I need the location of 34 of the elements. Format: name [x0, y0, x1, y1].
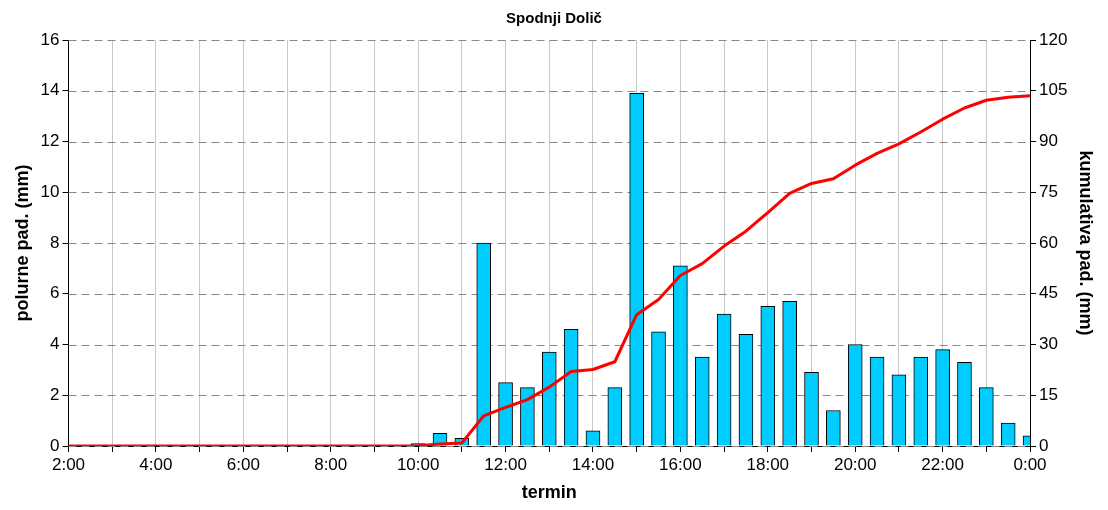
- x-tick-label: 8:00: [314, 454, 348, 474]
- y-tick-label: 10: [40, 181, 60, 201]
- x-tick-label: 2:00: [51, 454, 86, 474]
- y2-tick-label: 15: [1039, 384, 1058, 404]
- y2-tick-label: 75: [1039, 181, 1058, 201]
- y-tick-label: 4: [50, 334, 60, 354]
- y-tick-label: 6: [50, 283, 60, 303]
- x-axis-title: termin: [521, 482, 577, 503]
- chart-title: Spodnji Dolič: [506, 9, 602, 27]
- y-tick-label: 12: [40, 131, 60, 151]
- y2-tick-label: 105: [1039, 80, 1068, 100]
- y-tick-label: 0: [50, 435, 60, 455]
- x-tick-label: 0:00: [1013, 454, 1047, 474]
- y2-tick-label: 60: [1039, 232, 1058, 252]
- y2-tick-label: 0: [1039, 435, 1049, 455]
- y2-tick-label: 45: [1039, 283, 1058, 303]
- x-tick-label: 16:00: [659, 454, 702, 474]
- x-tick-label: 14:00: [571, 454, 615, 474]
- y2-tick-label: 30: [1039, 334, 1058, 354]
- y-tick-label: 14: [40, 80, 60, 100]
- x-tick-label: 20:00: [833, 454, 877, 474]
- y2-axis-title: kumulativa pad. (mm): [1076, 150, 1097, 336]
- x-tick-label: 4:00: [139, 454, 173, 474]
- y-axis-title: polurne pad. (mm): [11, 164, 32, 322]
- y-tick-label: 2: [50, 384, 60, 404]
- x-tick-label: 22:00: [921, 454, 964, 474]
- x-tick-label: 10:00: [396, 454, 440, 474]
- y-tick-label: 16: [40, 29, 60, 49]
- y2-tick-label: 120: [1039, 29, 1068, 49]
- x-tick-label: 12:00: [484, 454, 527, 474]
- y2-tick-label: 90: [1039, 131, 1058, 151]
- y-tick-label: 8: [50, 232, 60, 252]
- x-tick-label: 18:00: [746, 454, 790, 474]
- x-tick-label: 6:00: [226, 454, 260, 474]
